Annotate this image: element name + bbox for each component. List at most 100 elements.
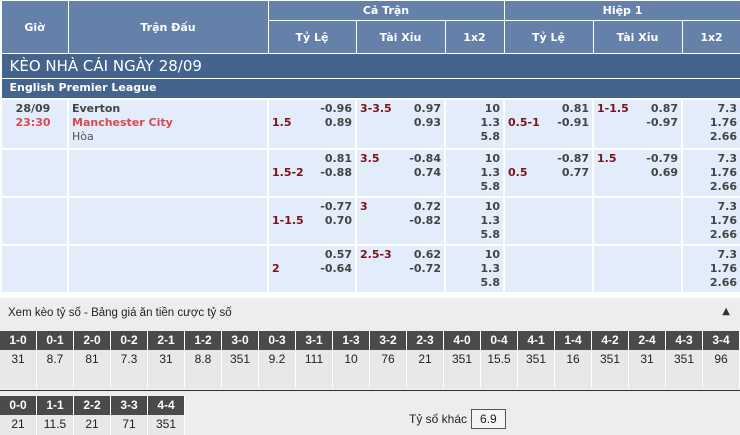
- h1-odds-1x2[interactable]: 7.3 1.76 2.66: [681, 243, 740, 294]
- score-cell[interactable]: 0-3 9.2: [259, 331, 296, 388]
- over-under-top: 0.97: [413, 101, 441, 115]
- score-cell[interactable]: 1-3 10: [333, 331, 370, 388]
- handicap-line: 1.5: [272, 115, 292, 129]
- score-odds: 351: [222, 350, 258, 388]
- score-label: 4-0: [444, 331, 480, 350]
- score-cell[interactable]: 3-1 111: [296, 331, 333, 388]
- score-label: 2-2: [74, 396, 110, 415]
- odds-table: Giờ Trận Đấu Cả Trận Hiệp 1 Tỷ Lệ Tài Xỉ…: [0, 0, 740, 294]
- score-cell[interactable]: 1-0 31: [0, 331, 37, 388]
- score-cell[interactable]: 4-0 351: [444, 331, 481, 388]
- score-cell[interactable]: 1-4 16: [555, 331, 592, 388]
- home-team[interactable]: Everton: [72, 101, 121, 115]
- odds-1x2[interactable]: 10 1.3 5.8: [443, 195, 506, 246]
- match-time: 28/09 23:30: [0, 97, 69, 150]
- score-cell[interactable]: 3-3 71: [111, 396, 148, 435]
- handicap-top: -0.77: [320, 199, 352, 213]
- score-cell[interactable]: 1-2 8.8: [185, 331, 222, 388]
- score-cell[interactable]: 3-0 351: [222, 331, 259, 388]
- over-under-bottom: 0.74: [413, 165, 441, 179]
- score-cell[interactable]: 2-0 81: [74, 331, 111, 388]
- score-label: 2-1: [148, 331, 184, 350]
- h1-odds-1x2-value: 7.3: [717, 199, 738, 213]
- away-team[interactable]: Manchester City: [72, 115, 173, 129]
- score-cell[interactable]: 2-1 31: [148, 331, 185, 388]
- over-under[interactable]: 2.5-3 0.62 -0.72: [355, 243, 446, 294]
- odds-1x2-value: 10: [484, 247, 501, 261]
- score-cell[interactable]: 2-2 21: [74, 396, 111, 435]
- h1-handicap-bottom: -0.91: [557, 115, 590, 129]
- over-under[interactable]: 3.5 -0.84 0.74: [355, 147, 446, 198]
- score-cell[interactable]: 0-0 21: [0, 396, 37, 435]
- score-label: 3-4: [703, 331, 739, 350]
- odds-1x2[interactable]: 10 1.3 5.8: [443, 243, 506, 294]
- odds-1x2-value: 5.8: [480, 275, 501, 289]
- score-cell[interactable]: 2-3 21: [407, 331, 444, 388]
- h1-handicap[interactable]: 0.5-1 0.81 -0.91: [503, 97, 595, 150]
- empty-cell: [0, 243, 69, 294]
- score-label: 4-4: [148, 396, 184, 415]
- h1-over-under[interactable]: 1.5 -0.79 0.69: [592, 147, 684, 198]
- score-cell[interactable]: 3-4 96: [703, 331, 740, 388]
- score-cell[interactable]: 0-4 15.5: [481, 331, 518, 388]
- score-cell[interactable]: 4-4 351: [148, 396, 185, 435]
- empty-cell: [67, 195, 269, 246]
- empty-cell: [0, 147, 69, 198]
- h1-odds-1x2[interactable]: 7.3 1.76 2.66: [681, 147, 740, 198]
- handicap[interactable]: 1.5-2 0.81 -0.88: [267, 147, 357, 198]
- over-under[interactable]: 3-3.5 0.97 0.93: [355, 97, 446, 150]
- score-label: 0-1: [37, 331, 73, 350]
- score-label: 0-3: [259, 331, 295, 350]
- collapse-triangle-up-icon[interactable]: ▲: [722, 306, 730, 317]
- score-odds: 351: [444, 350, 480, 388]
- score-odds: 21: [74, 415, 110, 435]
- odds-1x2-value: 1.3: [480, 115, 501, 129]
- odds-1x2[interactable]: 10 1.3 5.8: [443, 147, 506, 198]
- score-cell[interactable]: 2-4 31: [629, 331, 666, 388]
- score-cell[interactable]: 4-1 351: [518, 331, 555, 388]
- score-odds: 11.5: [37, 415, 73, 435]
- h1-over-under[interactable]: [592, 243, 684, 294]
- h1-handicap[interactable]: [503, 195, 595, 246]
- other-score-value[interactable]: 6.9: [471, 409, 506, 429]
- odds-1x2-value: 10: [484, 151, 501, 165]
- score-odds: 16: [555, 350, 591, 388]
- score-odds: 351: [666, 350, 702, 388]
- correct-score-title[interactable]: Xem kèo tỷ số - Bảng giá ăn tiền cược tỷ…: [8, 307, 232, 319]
- score-label: 0-2: [111, 331, 147, 350]
- h1-handicap-line: 0.5-1: [508, 115, 540, 129]
- empty-cell: [0, 195, 69, 246]
- h1-over-under[interactable]: 1-1.5 0.87 -0.97: [592, 97, 684, 150]
- h1-odds-1x2-value: 1.76: [709, 213, 738, 227]
- score-row-2: 0-0 21 1-1 11.5 2-2 21 3-3 71 4-4 351: [0, 396, 185, 435]
- h1-odds-1x2[interactable]: 7.3 1.76 2.66: [681, 195, 740, 246]
- kickoff-time: 23:30: [15, 115, 51, 129]
- handicap-top: 0.81: [324, 151, 352, 165]
- h1-handicap[interactable]: [503, 243, 595, 294]
- score-label: 3-3: [111, 396, 147, 415]
- score-cell[interactable]: 0-1 8.7: [37, 331, 74, 388]
- score-cell[interactable]: 0-2 7.3: [111, 331, 148, 388]
- score-label: 0-4: [481, 331, 517, 350]
- score-label: 0-0: [0, 396, 36, 415]
- h1-over-under[interactable]: [592, 195, 684, 246]
- handicap-top: 0.57: [324, 247, 352, 261]
- odds-row: 28/09 23:30 Everton Manchester City Hòa 1.5…: [0, 97, 740, 150]
- score-cell[interactable]: 4-2 351: [592, 331, 629, 388]
- score-odds: 351: [592, 350, 628, 388]
- handicap[interactable]: 2 0.57 -0.64: [267, 243, 357, 294]
- score-cell[interactable]: 4-3 351: [666, 331, 703, 388]
- h1-odds-1x2[interactable]: 7.3 1.76 2.66: [681, 97, 740, 150]
- empty-cell: [67, 243, 269, 294]
- score-cell[interactable]: 3-2 76: [370, 331, 407, 388]
- empty-cell: [67, 147, 269, 198]
- handicap[interactable]: 1-1.5 -0.77 0.70: [267, 195, 357, 246]
- over-under-line: 3-3.5: [360, 101, 392, 115]
- odds-1x2-value: 1.3: [480, 165, 501, 179]
- handicap[interactable]: 1.5 -0.96 0.89: [267, 97, 357, 150]
- h1-odds-1x2-value: 1.76: [709, 165, 738, 179]
- h1-handicap[interactable]: 0.5 -0.87 0.77: [503, 147, 595, 198]
- score-cell[interactable]: 1-1 11.5: [37, 396, 74, 435]
- odds-1x2[interactable]: 10 1.3 5.8: [443, 97, 506, 150]
- over-under[interactable]: 3 0.72 -0.82: [355, 195, 446, 246]
